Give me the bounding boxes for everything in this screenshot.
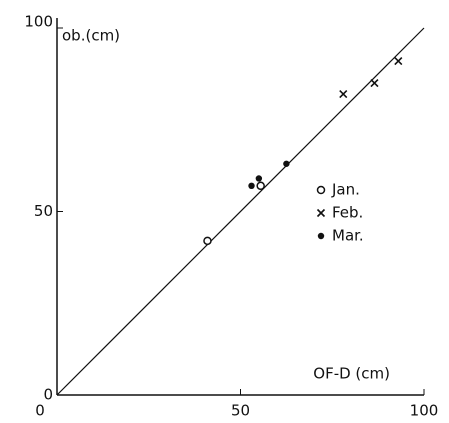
point bbox=[370, 78, 379, 88]
legend-marker bbox=[317, 232, 325, 240]
point bbox=[248, 182, 255, 190]
x-tick-label: 50 bbox=[231, 402, 250, 420]
legend-label: Jan. bbox=[331, 181, 360, 199]
legend-marker bbox=[316, 208, 326, 218]
diagonal-line bbox=[56, 27, 425, 396]
point bbox=[256, 181, 265, 191]
y-tick-label: 50 bbox=[34, 202, 53, 220]
point bbox=[203, 236, 212, 246]
y-tick-label: 100 bbox=[24, 13, 53, 31]
legend-label: Mar. bbox=[332, 227, 364, 245]
legend-marker bbox=[316, 185, 326, 195]
y-tick-label: 0 bbox=[43, 386, 53, 404]
legend-label: Feb. bbox=[332, 204, 363, 222]
point bbox=[255, 175, 263, 182]
x-axis-label: OF-D (cm) bbox=[313, 365, 390, 383]
x-tick-label: 100 bbox=[410, 402, 439, 420]
point bbox=[394, 56, 403, 66]
x-tick-label: 0 bbox=[35, 402, 45, 420]
point bbox=[339, 89, 348, 99]
y-axis-label: ob.(cm) bbox=[62, 27, 120, 45]
point bbox=[283, 160, 290, 167]
